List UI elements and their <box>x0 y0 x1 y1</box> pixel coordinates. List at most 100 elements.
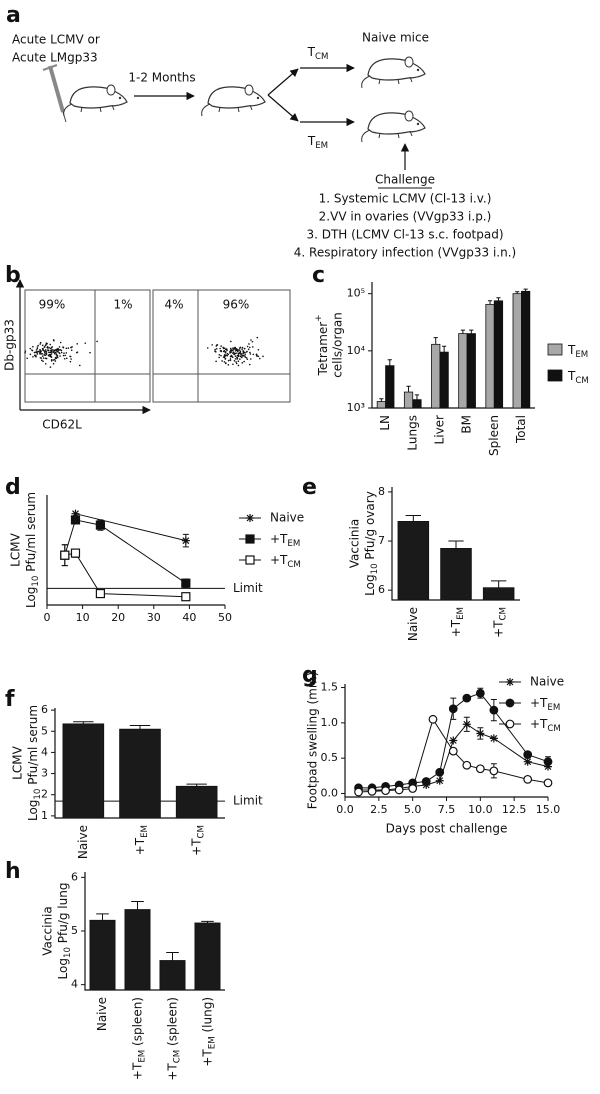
subscript: CM <box>575 376 588 386</box>
flow-event <box>224 348 227 351</box>
y-axis-label: LCMV <box>9 532 23 566</box>
flow-event <box>229 347 232 350</box>
x-tick-label: +TEM (spleen) <box>130 997 147 1080</box>
series-line <box>75 513 186 542</box>
flow-x-label: CD62L <box>42 418 82 432</box>
flow-plots <box>15 279 291 415</box>
bar <box>175 785 218 819</box>
legend-marker <box>505 719 515 729</box>
x-tick-label: +TCM (spleen) <box>165 997 182 1081</box>
flow-event <box>236 349 239 352</box>
flow-event <box>215 345 218 347</box>
flow-event <box>36 347 39 350</box>
flow-event <box>234 350 237 352</box>
flow-event <box>218 353 221 356</box>
legend-label: +TCM <box>270 553 301 570</box>
flow-event <box>50 351 52 354</box>
error-bar <box>379 398 384 402</box>
x-tick-label: +TEM <box>449 607 466 637</box>
challenge-item: 4. Respiratory infection (VVgp33 i.n.) <box>294 246 516 260</box>
flow-event <box>56 354 59 357</box>
subscript: CM <box>287 560 300 570</box>
flow-event <box>44 349 47 351</box>
text-part: (lung) <box>200 997 214 1036</box>
flow-event <box>230 340 232 343</box>
y-tick-label: 4 <box>41 745 48 758</box>
y-tick-label: 6 <box>71 870 78 883</box>
y-tick-label: 6 <box>41 703 48 716</box>
flow-event <box>229 355 232 358</box>
text-part: Pfu/ml serum <box>26 705 40 789</box>
challenge-item: 3. DTH (LCMV Cl-13 s.c. footpad) <box>306 228 503 242</box>
text-part: (spleen) <box>130 997 144 1050</box>
x-tick-label: 40 <box>182 611 196 624</box>
flow-event <box>243 347 246 350</box>
flow-event <box>24 350 27 352</box>
flow-event <box>215 360 217 363</box>
panel-label: d <box>5 475 21 500</box>
legend-label: Naive <box>530 675 564 689</box>
subscript: CM <box>498 607 508 620</box>
marker <box>475 688 485 698</box>
error-bar <box>469 329 474 334</box>
subscript: 10 <box>63 947 73 958</box>
marker <box>381 786 391 796</box>
text-part: Pfu/g lung <box>56 883 70 948</box>
flow-event <box>226 352 229 355</box>
flow-event <box>250 339 252 341</box>
subscript: EM <box>140 825 150 838</box>
subscript: EM <box>547 703 560 713</box>
text-part: Log <box>26 800 40 821</box>
flow-event <box>64 354 67 357</box>
marker <box>543 757 553 767</box>
flow-event <box>240 352 242 355</box>
text-part: Tetramer <box>316 322 330 377</box>
flow-event <box>65 352 68 354</box>
flow-event <box>45 342 48 344</box>
error-bar <box>129 725 151 730</box>
infection-text: Acute LMgp33 <box>12 51 98 65</box>
reference-label: Limit <box>233 581 263 595</box>
flow-event <box>39 357 42 359</box>
y-tick-label: 0.5 <box>321 751 339 764</box>
challenge-item: 2.VV in ovaries (VVgp33 i.p.) <box>319 210 492 224</box>
x-tick-label: 10 <box>76 611 90 624</box>
flow-event <box>249 351 251 354</box>
axis-line <box>54 708 225 819</box>
flow-event <box>36 351 38 354</box>
flow-event <box>251 346 254 348</box>
legend-swatch <box>547 343 563 356</box>
text-part: (spleen) <box>165 997 179 1050</box>
flow-event <box>241 346 244 349</box>
marker <box>462 720 471 729</box>
x-tick-label: Spleen <box>487 415 501 456</box>
subscript: 10 <box>370 563 380 574</box>
bar <box>194 922 221 991</box>
flow-event <box>223 356 226 359</box>
flow-event <box>45 353 48 356</box>
legend-marker <box>245 534 255 544</box>
text-part: +T <box>130 1062 144 1080</box>
flow-event <box>55 353 58 356</box>
flow-frame <box>152 289 291 403</box>
x-tick-label: 0.0 <box>336 803 354 816</box>
text-part: T <box>307 45 316 59</box>
y-axis-label: Footpad swelling (mm) <box>306 672 320 810</box>
flow-event <box>52 350 55 353</box>
flow-event <box>52 362 55 365</box>
x-tick-label: 7.5 <box>438 803 456 816</box>
error-bar <box>405 514 422 522</box>
quadrant-label: 96% <box>223 298 250 312</box>
flow-event <box>237 355 240 358</box>
flow-event <box>216 344 219 346</box>
flow-event <box>50 360 53 362</box>
flow-event <box>45 357 48 360</box>
flow-event <box>262 355 264 358</box>
error-bar <box>442 345 447 353</box>
flow-event <box>84 342 87 344</box>
flow-event <box>211 344 214 346</box>
flow-event <box>65 357 68 360</box>
marker <box>476 729 485 738</box>
subscript: EM <box>137 1050 147 1063</box>
